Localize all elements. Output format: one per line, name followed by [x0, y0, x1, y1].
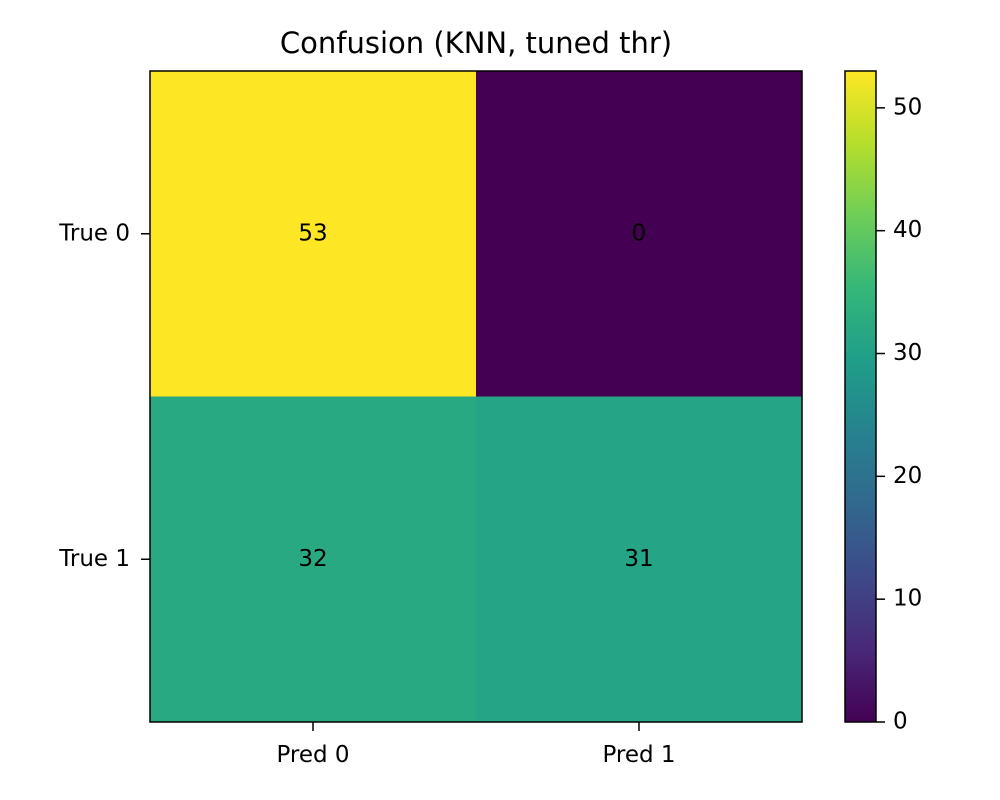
colorbar-tick-label: 0 — [893, 709, 908, 735]
heatmap-cell — [476, 71, 803, 397]
colorbar-tick-label: 50 — [893, 94, 922, 120]
colorbar-tick-label: 20 — [893, 463, 922, 489]
cell-value-label: 31 — [624, 546, 653, 572]
x-tick-label: Pred 1 — [602, 742, 675, 768]
cell-value-label: 0 — [632, 220, 647, 246]
chart-title: Confusion (KNN, tuned thr) — [280, 26, 672, 60]
y-tick-label: True 0 — [58, 220, 130, 246]
heatmap-cell — [150, 396, 477, 723]
colorbar-tick-label: 10 — [893, 586, 922, 612]
heatmap-frame — [149, 70, 803, 723]
heatmap-cells — [150, 71, 803, 723]
heatmap-cell — [150, 71, 477, 397]
colorbar — [844, 70, 877, 723]
x-tick-label: Pred 0 — [276, 742, 349, 768]
colorbar-tick-label: 30 — [893, 340, 922, 366]
y-axis: True 0 True 1 — [58, 220, 150, 572]
cell-value-label: 53 — [298, 220, 327, 246]
colorbar-tick-label: 40 — [893, 217, 922, 243]
cell-value-label: 32 — [298, 546, 327, 572]
x-axis: Pred 0 Pred 1 — [276, 722, 676, 768]
heatmap-cell — [476, 396, 803, 723]
y-tick-label: True 1 — [58, 546, 130, 572]
colorbar-axis: 0 10 20 30 40 50 — [876, 94, 922, 735]
heatmap-cell-labels: 53 0 32 31 — [298, 220, 653, 572]
